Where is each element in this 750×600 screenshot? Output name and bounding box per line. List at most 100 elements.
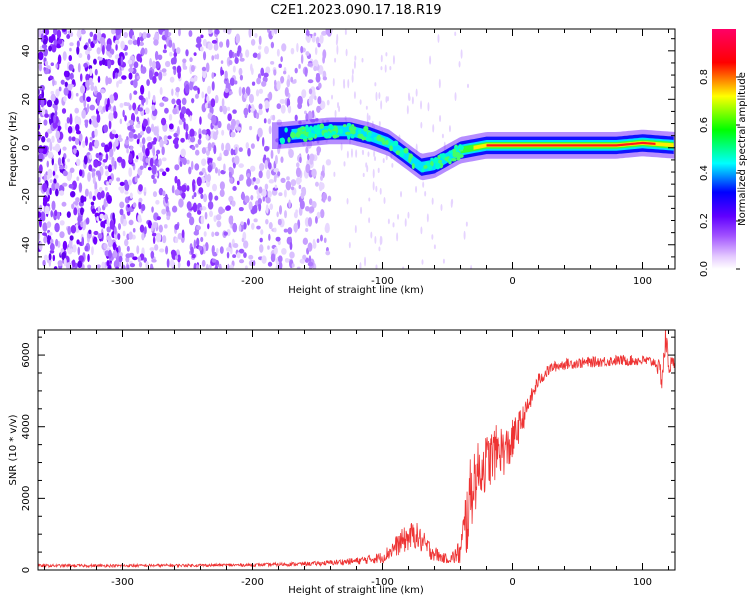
heatmap-speckle	[233, 144, 239, 150]
heatmap-speckle	[84, 136, 88, 147]
heatmap-speckle	[214, 167, 218, 174]
heatmap-speckle	[196, 36, 202, 45]
heatmap-speckle	[89, 104, 96, 111]
heatmap-speckle	[106, 226, 112, 233]
heatmap-speckle	[57, 54, 62, 65]
heatmap-speckle	[188, 30, 193, 37]
heatmap-speckle	[359, 99, 362, 105]
heatmap-speckle	[232, 186, 237, 192]
heatmap-speckle	[347, 79, 350, 89]
heatmap-speckle	[114, 39, 120, 45]
heatmap-speckle	[441, 133, 444, 139]
heatmap-speckle	[385, 96, 388, 103]
heatmap-speckle	[250, 63, 253, 72]
heatmap-xtick-label: 0	[509, 276, 515, 287]
colorbar-tick-label: 0.8	[699, 69, 710, 85]
heatmap-speckle	[386, 96, 389, 102]
heatmap-speckle	[251, 222, 255, 230]
heatmap-speckle	[158, 158, 162, 166]
heatmap-speckle	[284, 257, 290, 263]
heatmap-speckle	[372, 168, 375, 179]
heatmap-speckle	[322, 49, 327, 60]
heatmap-speckle	[225, 38, 230, 48]
heatmap-speckle	[277, 255, 283, 263]
heatmap-speckle	[85, 73, 90, 82]
heatmap-speckle	[96, 264, 101, 269]
heatmap-speckle	[87, 171, 91, 182]
ridge-blob	[279, 138, 284, 142]
colorbar-tick-label: 0.6	[699, 117, 710, 133]
ridge-blob	[319, 123, 325, 129]
snr-xtick-label: -200	[241, 577, 264, 588]
heatmap-speckle	[176, 47, 181, 55]
heatmap-speckle	[301, 89, 307, 99]
heatmap-speckle	[248, 93, 254, 104]
heatmap-speckle	[273, 29, 278, 35]
heatmap-speckle	[280, 56, 283, 63]
heatmap-speckle	[354, 55, 357, 61]
heatmap-speckle	[241, 86, 246, 95]
heatmap-speckle	[87, 264, 92, 269]
heatmap-speckle	[54, 182, 60, 190]
heatmap-speckle	[264, 183, 269, 190]
heatmap-speckle	[368, 217, 371, 224]
heatmap-speckle	[47, 168, 53, 179]
heatmap-speckle	[205, 134, 209, 141]
heatmap-speckle	[116, 177, 121, 182]
heatmap-ytick-label: 40	[21, 44, 32, 57]
heatmap-speckle	[108, 141, 113, 150]
heatmap-speckle	[78, 133, 83, 142]
heatmap-speckle	[189, 80, 194, 91]
heatmap-speckle	[163, 224, 168, 229]
heatmap-speckle	[268, 222, 273, 230]
heatmap-speckle	[43, 254, 48, 261]
heatmap-speckle	[377, 167, 380, 174]
heatmap-speckle	[101, 44, 105, 55]
heatmap-speckle	[177, 232, 183, 240]
heatmap-speckle	[65, 262, 72, 269]
heatmap-speckle	[129, 263, 136, 268]
heatmap-speckle	[38, 148, 44, 153]
heatmap-speckle	[351, 68, 354, 75]
heatmap-speckle	[374, 156, 377, 161]
heatmap-speckle	[69, 31, 74, 37]
heatmap-speckle	[93, 230, 99, 236]
heatmap-speckle	[189, 128, 195, 138]
heatmap-speckle	[230, 123, 235, 131]
heatmap-speckle	[139, 224, 145, 233]
heatmap-speckle	[172, 108, 178, 115]
heatmap-speckle	[62, 51, 67, 61]
heatmap-speckle	[72, 244, 77, 253]
heatmap-speckle	[77, 63, 81, 73]
heatmap-speckle	[171, 98, 176, 105]
heatmap-speckle	[288, 199, 291, 209]
heatmap-speckle	[207, 29, 213, 35]
heatmap-speckle	[86, 96, 91, 103]
heatmap-speckle	[189, 57, 193, 63]
heatmap-speckle	[177, 254, 181, 263]
heatmap-speckle	[145, 97, 149, 106]
heatmap-speckle	[431, 234, 434, 240]
heatmap-speckle	[129, 92, 132, 101]
heatmap-speckle	[128, 179, 132, 186]
heatmap-speckle	[420, 226, 423, 235]
heatmap-speckle	[41, 136, 46, 143]
colorbar-ticks: 0.0 0.2 0.4 0.6 0.8	[699, 69, 740, 277]
heatmap-speckle	[113, 259, 120, 269]
heatmap-speckle	[138, 95, 144, 101]
heatmap-speckle	[265, 204, 269, 214]
heatmap-speckle	[233, 80, 238, 85]
heatmap-speckle	[238, 248, 245, 254]
heatmap-speckle	[89, 118, 92, 125]
heatmap-speckle	[407, 211, 410, 219]
ridge-blob	[411, 163, 415, 170]
heatmap-speckle	[248, 254, 254, 260]
heatmap-speckle	[169, 76, 175, 83]
heatmap-speckle	[170, 57, 175, 65]
heatmap-speckle	[353, 60, 356, 69]
heatmap-speckle	[223, 231, 228, 236]
heatmap-speckle	[182, 58, 187, 64]
heatmap-speckle	[256, 77, 261, 85]
heatmap-speckle	[324, 224, 330, 234]
heatmap-speckle	[307, 217, 313, 227]
